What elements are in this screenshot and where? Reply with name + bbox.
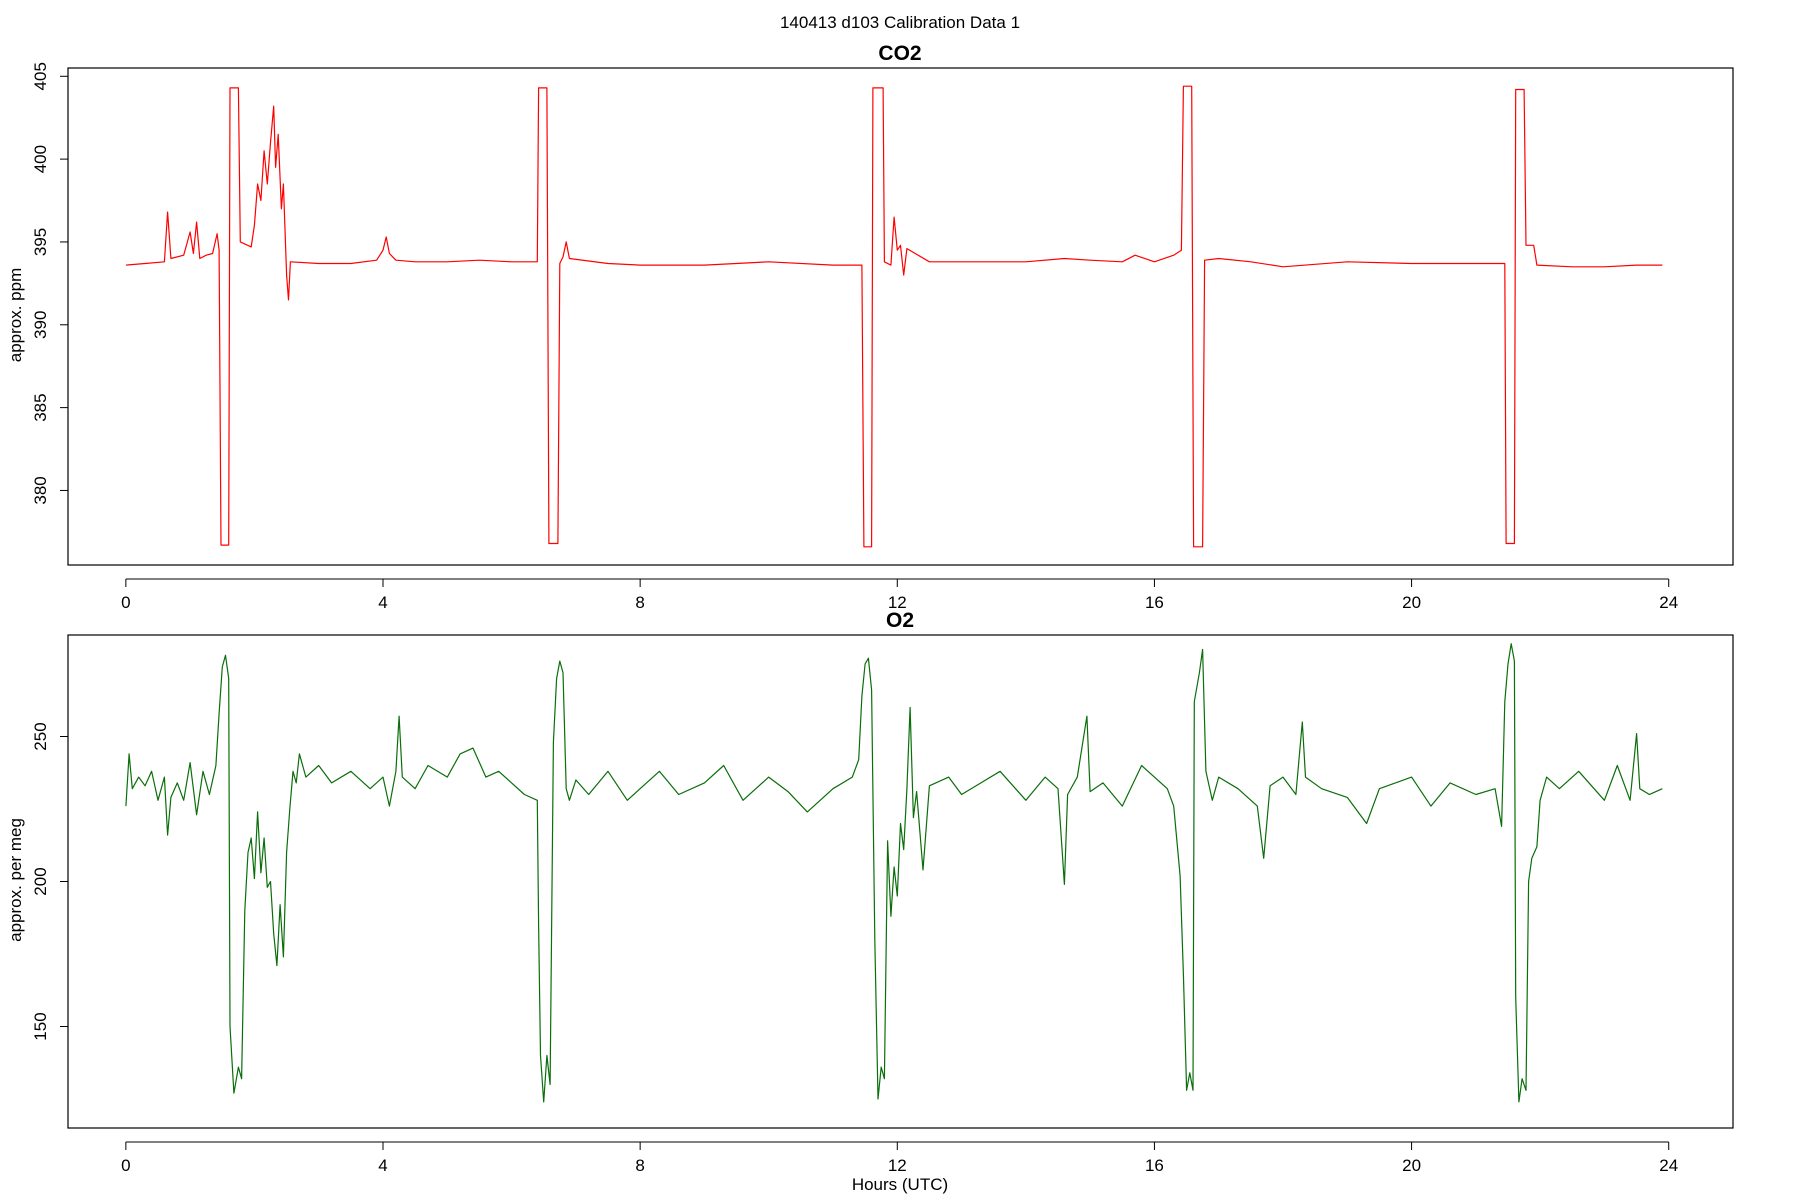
o2-y-tick-label: 150: [31, 1012, 50, 1040]
o2-y-tick-label: 250: [31, 722, 50, 750]
co2-y-tick-label: 400: [31, 145, 50, 173]
x-axis-label: Hours (UTC): [852, 1175, 948, 1194]
o2-axes: 0 4 8 12 16 20 24 150 200 250: [31, 722, 1678, 1175]
o2-y-axis-label: approx. per meg: [6, 818, 25, 942]
co2-y-tick-label: 395: [31, 228, 50, 256]
o2-x-tick-label: 4: [378, 1156, 387, 1175]
co2-x-tick-label: 4: [378, 593, 387, 612]
co2-x-tick-label: 12: [888, 593, 907, 612]
o2-x-tick-label: 0: [121, 1156, 130, 1175]
co2-x-tick-label: 8: [635, 593, 644, 612]
o2-plot-frame: [67, 634, 1734, 1129]
co2-x-tick-label: 0: [121, 593, 130, 612]
o2-panel: O2 approx. per meg Hours (UTC) 0 4 8 12 16 20…: [6, 609, 1734, 1194]
co2-panel: CO2 approx. ppm 0 4 8 12 16 20 24 380 385 390 395 4…: [6, 42, 1734, 612]
o2-x-tick-label: 16: [1145, 1156, 1164, 1175]
co2-panel-title: CO2: [878, 42, 921, 65]
co2-axes: 0 4 8 12 16 20 24 380 385 390 395 400 405: [31, 62, 1678, 612]
o2-x-tick-label: 20: [1402, 1156, 1421, 1175]
co2-y-tick-label: 390: [31, 311, 50, 339]
co2-plot-frame: [67, 67, 1734, 566]
co2-y-axis-label: approx. ppm: [6, 268, 25, 363]
o2-y-tick-label: 200: [31, 867, 50, 895]
co2-x-tick-label: 20: [1402, 593, 1421, 612]
o2-x-tick-label: 12: [888, 1156, 907, 1175]
co2-y-tick-label: 385: [31, 393, 50, 421]
co2-x-tick-label: 24: [1659, 593, 1678, 612]
co2-x-tick-label: 16: [1145, 593, 1164, 612]
o2-x-tick-label: 8: [635, 1156, 644, 1175]
co2-series-line: [125, 85, 1663, 548]
figure-title: 140413 d103 Calibration Data 1: [780, 13, 1020, 32]
co2-y-tick-label: 380: [31, 476, 50, 504]
o2-x-tick-label: 24: [1659, 1156, 1678, 1175]
co2-y-tick-label: 405: [31, 62, 50, 90]
o2-series-line: [125, 643, 1663, 1103]
o2-panel-title: O2: [886, 609, 914, 632]
